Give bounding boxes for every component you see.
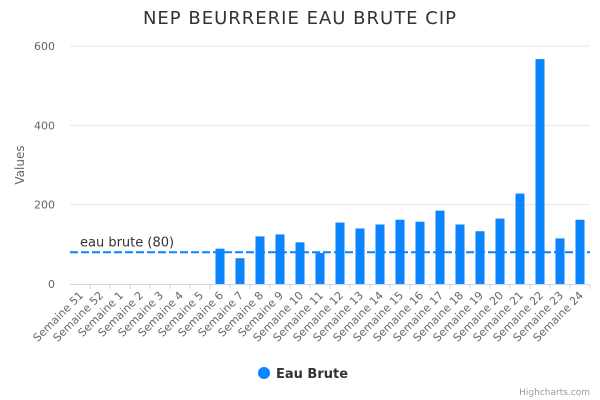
bar[interactable] bbox=[295, 242, 305, 284]
y-axis-label: Values bbox=[13, 145, 27, 184]
bar[interactable] bbox=[515, 193, 525, 284]
y-axis-ticks: 0 200 400 600 bbox=[34, 40, 55, 291]
plot-line-group: eau brute (80) bbox=[70, 235, 590, 254]
bar[interactable] bbox=[255, 236, 265, 284]
bar[interactable] bbox=[555, 238, 565, 284]
bar[interactable] bbox=[455, 224, 465, 285]
y-tick-label: 200 bbox=[34, 199, 55, 212]
legend[interactable]: Eau Brute bbox=[258, 367, 348, 382]
grid-lines bbox=[70, 45, 590, 206]
bar[interactable] bbox=[475, 231, 485, 284]
bar[interactable] bbox=[235, 258, 245, 284]
bar-series bbox=[215, 59, 585, 285]
bar[interactable] bbox=[535, 59, 545, 285]
y-tick-label: 600 bbox=[34, 40, 55, 53]
chart-title: NEP BEURRERIE EAU BRUTE CIP bbox=[143, 8, 457, 29]
bar[interactable] bbox=[315, 253, 325, 284]
legend-item-label[interactable]: Eau Brute bbox=[276, 367, 348, 382]
y-tick-label: 0 bbox=[48, 278, 55, 291]
legend-marker-icon[interactable] bbox=[258, 367, 270, 379]
bar[interactable] bbox=[375, 224, 385, 285]
credits-link[interactable]: Highcharts.com bbox=[519, 388, 590, 398]
bar[interactable] bbox=[415, 221, 425, 284]
bar[interactable] bbox=[355, 228, 365, 284]
bar[interactable] bbox=[215, 248, 225, 284]
y-tick-label: 400 bbox=[34, 119, 55, 132]
bar[interactable] bbox=[435, 210, 445, 284]
plot-line-label: eau brute (80) bbox=[80, 235, 174, 250]
bar[interactable] bbox=[275, 234, 285, 284]
